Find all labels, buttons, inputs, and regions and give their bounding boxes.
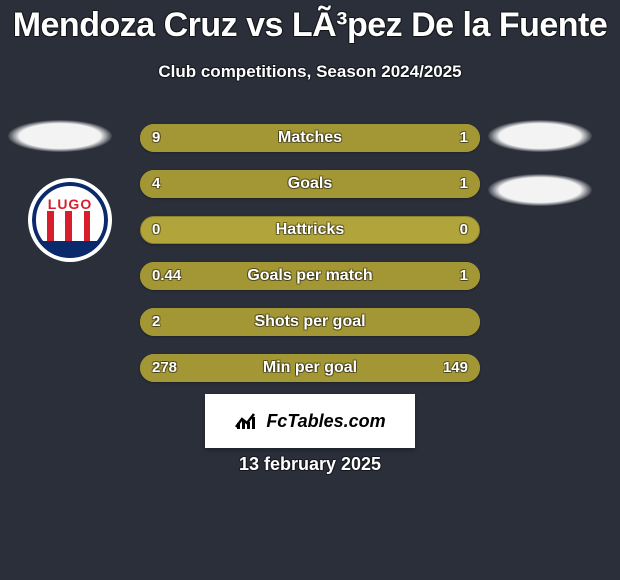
stat-label: Goals per match	[140, 262, 480, 290]
stat-label: Goals	[140, 170, 480, 198]
watermark: FcTables.com	[205, 394, 415, 448]
stat-row: 41Goals	[140, 170, 480, 198]
country-spot-right	[488, 120, 592, 152]
stat-row: 0.441Goals per match	[140, 262, 480, 290]
date-caption: 13 february 2025	[0, 454, 620, 475]
comparison-bars: 91Matches 41Goals 00Hattricks 0.441Goals pe…	[140, 124, 480, 400]
subtitle: Club competitions, Season 2024/2025	[0, 62, 620, 82]
stat-row: 91Matches	[140, 124, 480, 152]
stat-label: Shots per goal	[140, 308, 480, 336]
stat-label: Hattricks	[140, 216, 480, 244]
club-spot-right	[488, 174, 592, 206]
page-title: Mendoza Cruz vs LÃ³pez De la Fuente	[0, 6, 620, 45]
stat-row: 278149Min per goal	[140, 354, 480, 382]
crest-text: LUGO	[32, 196, 108, 212]
chart-icon	[234, 411, 260, 431]
stat-row: 2Shots per goal	[140, 308, 480, 336]
stat-row: 00Hattricks	[140, 216, 480, 244]
country-spot-left	[8, 120, 112, 152]
watermark-text: FcTables.com	[266, 411, 385, 432]
club-crest-left: LUGO	[28, 178, 112, 262]
stat-label: Min per goal	[140, 354, 480, 382]
stat-label: Matches	[140, 124, 480, 152]
